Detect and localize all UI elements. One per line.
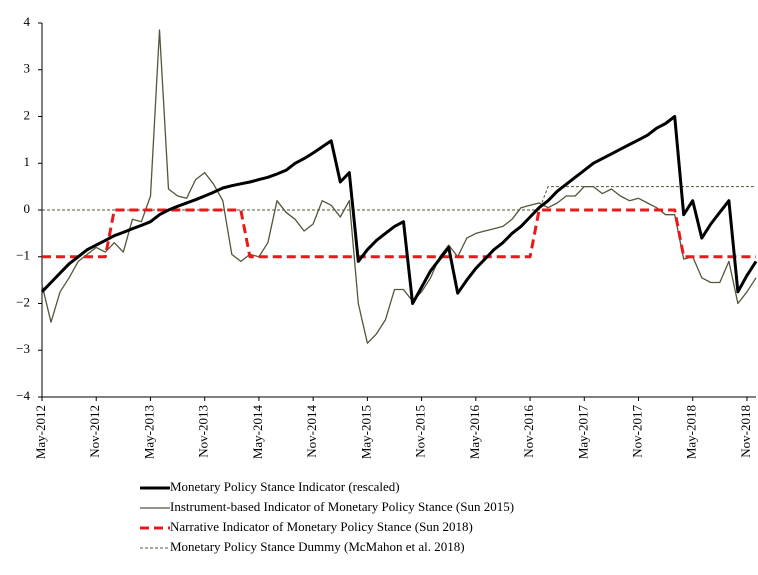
x-tick-label: May-2014 <box>250 405 265 460</box>
x-tick-label: May-2017 <box>575 405 590 460</box>
y-tick-label: 2 <box>24 107 31 122</box>
x-tick-label: Nov-2012 <box>87 405 102 458</box>
series-line <box>42 186 756 211</box>
y-tick-label: 4 <box>24 14 31 29</box>
legend-label: Monetary Policy Stance Dummy (McMahon et… <box>170 539 465 554</box>
x-tick-label: May-2016 <box>467 405 482 460</box>
y-tick-label: −1 <box>16 248 30 263</box>
y-tick-label: 0 <box>24 201 31 216</box>
legend-label: Narrative Indicator of Monetary Policy S… <box>170 519 473 534</box>
y-tick-label: −4 <box>16 388 30 403</box>
y-tick-label: −2 <box>16 294 30 309</box>
x-tick-label: Nov-2017 <box>629 405 644 458</box>
x-tick-label: Nov-2016 <box>521 405 536 458</box>
x-tick-label: May-2012 <box>33 405 48 459</box>
y-tick-label: −3 <box>16 341 30 356</box>
legend-label: Monetary Policy Stance Indicator (rescal… <box>170 479 400 494</box>
x-tick-label: May-2015 <box>358 405 373 459</box>
x-tick-label: Nov-2018 <box>738 405 753 458</box>
y-tick-label: 3 <box>24 61 31 76</box>
x-tick-label: Nov-2013 <box>196 405 211 458</box>
series-line <box>41 29 757 344</box>
x-tick-label: Nov-2014 <box>304 405 319 458</box>
series-line <box>42 208 756 259</box>
series-line <box>40 115 758 305</box>
x-tick-label: May-2013 <box>141 405 156 459</box>
x-tick-label: Nov-2015 <box>413 405 428 458</box>
y-tick-label: 1 <box>24 154 31 169</box>
legend-label: Instrument-based Indicator of Monetary P… <box>170 499 514 514</box>
x-tick-label: May-2018 <box>684 405 699 459</box>
